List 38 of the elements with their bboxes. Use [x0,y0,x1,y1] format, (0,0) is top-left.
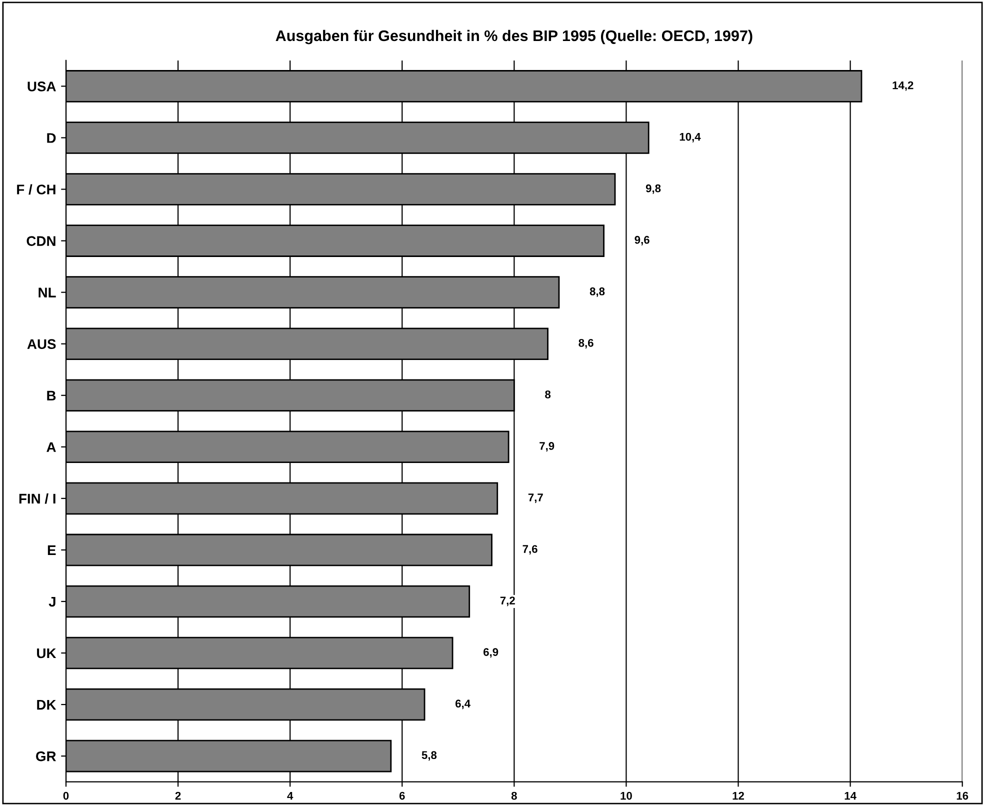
y-tick-label: J [48,596,56,607]
x-tick-label: 4 [287,792,294,800]
y-tick-label: F / CH [17,184,56,195]
data-label: 8,8 [590,287,605,297]
y-tick-label: NL [38,288,56,298]
y-tick-label: E [48,545,56,555]
x-tick-label: 2 [175,792,181,800]
data-label: 6,9 [484,648,498,658]
y-tick-label: GR [36,751,56,762]
x-tick-label: 14 [844,792,856,800]
chart-title: Ausgaben für Gesundheit in % des BIP 1995 (Quelle: OECD, 1997) [276,30,752,44]
data-label: 8 [545,390,551,398]
data-label: 10,4 [680,132,701,142]
y-tick-label: DK [37,700,56,710]
y-tick-label: B [47,390,56,400]
data-label: 14,2 [892,81,914,91]
data-label: 7,6 [522,545,538,555]
data-label: 7,2 [500,596,515,606]
y-tick-label: USA [28,82,56,92]
x-tick-label: 6 [399,792,405,800]
data-label: 7,9 [540,442,554,452]
y-tick-label: UK [37,648,56,658]
data-label: 9,6 [634,236,650,246]
x-tick-label: 8 [511,792,517,800]
y-tick-label: D [47,133,56,143]
data-label: 8,6 [578,338,594,348]
y-tick-label: A [46,442,56,452]
data-label: 5,8 [422,751,437,761]
x-tick-label: 0 [63,792,69,800]
x-tick-label: 12 [732,792,744,800]
y-tick-label: CDN [26,236,56,246]
y-tick-label: AUS [27,339,56,350]
x-tick-label: 10 [620,792,632,800]
y-tick-label: FIN / I [19,493,56,504]
data-label: 9,8 [646,184,661,194]
data-label: 6,4 [455,700,470,710]
data-label: 7,7 [528,494,543,504]
x-tick-label: 16 [956,792,968,800]
